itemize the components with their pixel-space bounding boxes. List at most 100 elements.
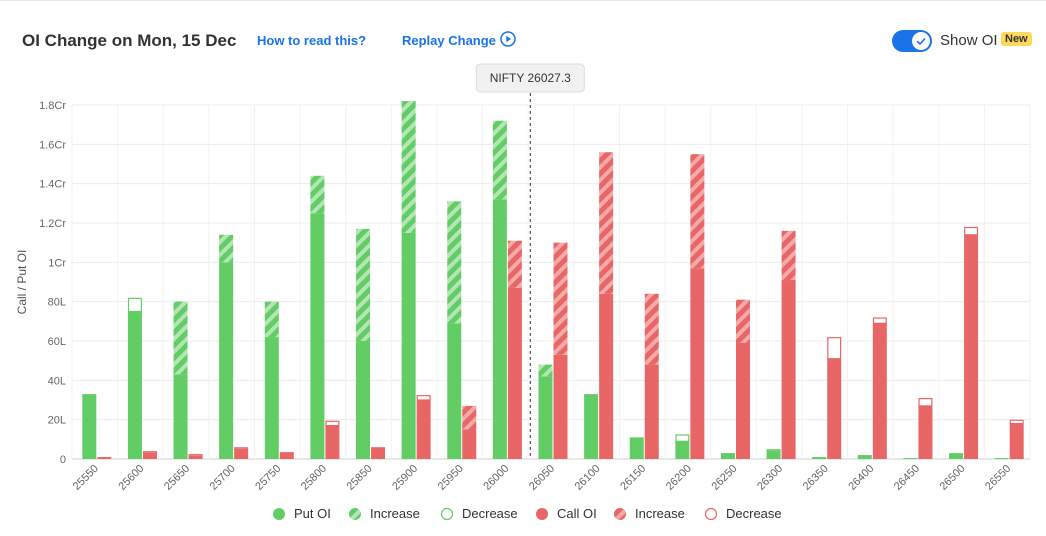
y-tick-label: 1.2Cr xyxy=(39,218,66,230)
call-increase-bar xyxy=(735,299,750,343)
y-tick-label: 1.6Cr xyxy=(39,139,66,151)
put-oi-bar xyxy=(219,262,234,459)
legend-label: Call OI xyxy=(557,506,597,521)
x-tick-label: 25800 xyxy=(299,463,329,493)
y-tick-label: 60L xyxy=(48,336,66,348)
play-icon[interactable] xyxy=(500,31,516,47)
y-tick-label: 40L xyxy=(48,375,66,387)
x-tick-label: 26000 xyxy=(481,463,511,493)
replay-change-link[interactable]: Replay Change xyxy=(402,33,496,48)
legend-call-increase[interactable]: Increase xyxy=(613,506,685,521)
put-oi-bar xyxy=(675,441,690,459)
put-increase-bar xyxy=(356,228,371,341)
chart-header: OI Change on Mon, 15 Dec How to read thi… xyxy=(0,1,1046,81)
put-increase-bar xyxy=(173,301,188,375)
put-increase-bar xyxy=(492,120,507,200)
chart-legend: Put OI Increase Decrease Call OI Increas… xyxy=(0,506,1046,526)
x-tick-label: 26150 xyxy=(618,463,648,493)
call-increase-bar xyxy=(462,405,477,430)
call-decrease-bar xyxy=(1009,419,1024,425)
call-oi-bar xyxy=(964,234,979,459)
y-tick-label: 1.4Cr xyxy=(39,179,66,191)
call-oi-bar xyxy=(416,400,431,459)
legend-call-oi[interactable]: Call OI xyxy=(535,506,597,521)
y-tick-label: 0 xyxy=(60,454,66,466)
legend-label: Increase xyxy=(635,506,685,521)
put-oi-bar xyxy=(310,213,325,459)
put-oi-bar xyxy=(584,394,599,459)
y-tick-label: 20L xyxy=(48,415,66,427)
call-oi-bar xyxy=(1009,423,1024,459)
legend-call-decrease[interactable]: Decrease xyxy=(704,506,782,521)
legend-call-outline-icon xyxy=(704,507,718,520)
call-oi-bar xyxy=(462,429,477,459)
call-oi-bar xyxy=(735,342,750,459)
call-decrease-bar xyxy=(142,451,157,454)
put-oi-bar xyxy=(766,451,781,459)
call-oi-bar xyxy=(644,364,659,459)
call-oi-bar xyxy=(188,456,203,459)
call-decrease-bar xyxy=(234,447,249,450)
call-oi-bar xyxy=(872,323,887,459)
legend-label: Decrease xyxy=(726,506,782,521)
put-decrease-bar xyxy=(127,297,142,313)
x-tick-label: 26200 xyxy=(664,463,694,493)
x-tick-label: 26550 xyxy=(983,463,1013,493)
legend-put-decrease[interactable]: Decrease xyxy=(440,506,518,521)
x-tick-label: 25600 xyxy=(116,463,146,493)
put-oi-bar xyxy=(127,311,142,459)
put-oi-bar xyxy=(629,437,644,459)
legend-label: Increase xyxy=(370,506,420,521)
x-tick-label: 25550 xyxy=(71,463,101,493)
call-oi-bar xyxy=(371,447,386,459)
call-increase-bar xyxy=(507,240,522,288)
legend-put-oi[interactable]: Put OI xyxy=(272,506,331,521)
put-decrease-bar xyxy=(766,449,781,452)
call-increase-bar xyxy=(599,152,614,294)
toggle-knob xyxy=(912,32,930,50)
call-increase-bar xyxy=(690,154,705,269)
x-tick-label: 25900 xyxy=(390,463,420,493)
call-oi-bar xyxy=(690,268,705,459)
put-oi-bar xyxy=(538,376,553,459)
legend-label: Decrease xyxy=(462,506,518,521)
call-decrease-bar xyxy=(325,420,340,427)
legend-put-increase[interactable]: Increase xyxy=(348,506,420,521)
show-oi-toggle[interactable] xyxy=(892,30,932,52)
put-oi-bar xyxy=(720,453,735,459)
spot-price-label: NIFTY 26027.3 xyxy=(490,71,571,85)
x-tick-label: 26100 xyxy=(573,463,603,493)
chart-title: OI Change on Mon, 15 Dec xyxy=(22,31,237,50)
put-increase-bar xyxy=(219,234,234,263)
call-increase-bar xyxy=(553,242,568,355)
put-oi-bar xyxy=(492,199,507,459)
call-decrease-bar xyxy=(918,398,933,407)
legend-label: Put OI xyxy=(294,506,331,521)
y-axis-label: Call / Put OI xyxy=(15,250,29,315)
call-oi-bar xyxy=(97,457,112,459)
put-oi-bar xyxy=(447,323,462,459)
x-tick-label: 26500 xyxy=(938,463,968,493)
x-tick-label: 25950 xyxy=(436,463,466,493)
legend-call-solid-icon xyxy=(536,507,548,520)
new-badge: New xyxy=(1001,32,1032,46)
y-tick-label: 80L xyxy=(48,297,66,309)
call-decrease-bar xyxy=(188,454,203,457)
x-tick-label: 25750 xyxy=(253,463,283,493)
call-oi-bar xyxy=(918,405,933,459)
put-increase-bar xyxy=(538,364,553,377)
x-tick-label: 25700 xyxy=(208,463,238,493)
put-oi-bar xyxy=(994,458,1009,459)
call-increase-bar xyxy=(781,230,796,281)
call-oi-bar xyxy=(553,354,568,459)
call-oi-bar xyxy=(507,287,522,459)
y-tick-label: 1Cr xyxy=(48,257,66,269)
spot-price-box xyxy=(475,63,585,93)
put-decrease-bar xyxy=(675,434,690,442)
put-oi-bar xyxy=(903,458,918,459)
put-increase-bar xyxy=(447,201,462,324)
x-tick-label: 26450 xyxy=(892,463,922,493)
put-increase-bar xyxy=(401,101,416,233)
how-to-read-link[interactable]: How to read this? xyxy=(257,33,367,48)
